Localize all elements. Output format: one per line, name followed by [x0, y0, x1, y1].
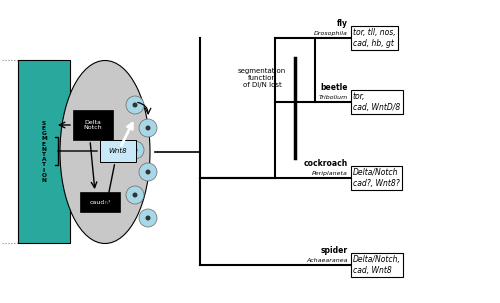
Text: cockroach: cockroach	[304, 159, 348, 168]
Text: beetle: beetle	[320, 83, 348, 92]
Circle shape	[146, 125, 150, 131]
Text: spider: spider	[321, 246, 348, 255]
Circle shape	[132, 148, 138, 152]
Text: tor, tll, nos,
cad, hb, gt: tor, tll, nos, cad, hb, gt	[353, 28, 396, 48]
Circle shape	[139, 209, 157, 227]
Text: segmentation
function
of Dl/N lost: segmentation function of Dl/N lost	[238, 68, 286, 88]
Text: Wnt8: Wnt8	[108, 148, 128, 154]
Circle shape	[126, 96, 144, 114]
Text: S
E
G
M
E
N
T
A
T
I
O
N: S E G M E N T A T I O N	[41, 121, 47, 183]
Text: Achaearanea: Achaearanea	[306, 258, 348, 263]
Text: Delta
Notch: Delta Notch	[84, 120, 102, 130]
Text: Periplaneta: Periplaneta	[312, 171, 348, 176]
Ellipse shape	[60, 61, 150, 244]
Circle shape	[146, 215, 150, 221]
Bar	[80, 192, 120, 212]
Text: Tribolium: Tribolium	[319, 95, 348, 100]
Bar	[73, 110, 113, 140]
Circle shape	[146, 169, 150, 175]
Circle shape	[126, 141, 144, 159]
Circle shape	[139, 163, 157, 181]
Text: caudal: caudal	[90, 199, 110, 205]
Circle shape	[132, 102, 138, 108]
Circle shape	[139, 119, 157, 137]
Text: fly: fly	[337, 19, 348, 28]
Bar	[18, 60, 70, 243]
Bar	[100, 140, 136, 162]
Text: Delta/Notch,
cad, Wnt8: Delta/Notch, cad, Wnt8	[353, 255, 401, 275]
Text: Drosophila: Drosophila	[314, 31, 348, 36]
Circle shape	[126, 186, 144, 204]
Circle shape	[132, 192, 138, 198]
Text: Delta/Notch
cad?, Wnt8?: Delta/Notch cad?, Wnt8?	[353, 168, 400, 188]
Text: tor,
cad, WntD/8: tor, cad, WntD/8	[353, 92, 400, 112]
